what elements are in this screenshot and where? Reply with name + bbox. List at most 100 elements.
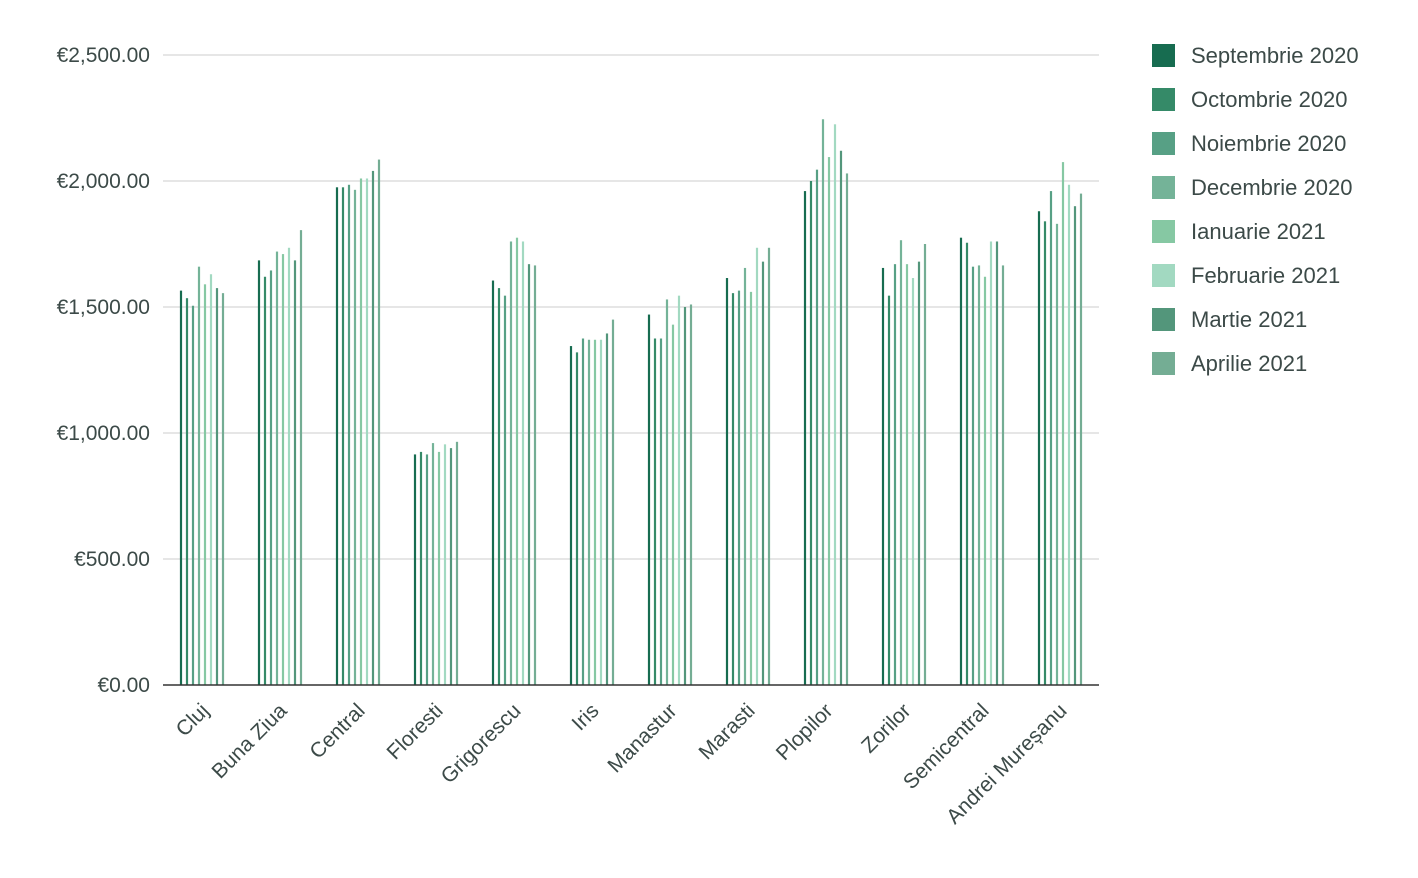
legend-swatch (1152, 308, 1175, 331)
bar-zorilor-3 (899, 240, 903, 685)
legend-label: Aprilie 2021 (1191, 351, 1307, 376)
bar-andrei-mureșanu-4 (1061, 162, 1065, 686)
y-tick-label: €2,000.00 (57, 170, 150, 193)
x-tick-label: Cluj (172, 699, 214, 741)
legend-label: Septembrie 2020 (1191, 43, 1359, 68)
bar-plopilor-1 (809, 181, 813, 685)
bar-floresti-3 (431, 443, 435, 685)
bar-manastur-3 (665, 299, 669, 685)
x-tick-label: Marasti (695, 699, 760, 764)
bar-manastur-4 (671, 324, 675, 685)
bar-zorilor-6 (917, 261, 921, 685)
bar-andrei-mureșanu-5 (1067, 184, 1071, 685)
x-tick-label: Buna Ziua (208, 699, 292, 783)
bar-semicentral-4 (983, 276, 987, 685)
bar-central-7 (377, 159, 381, 685)
bar-buna-ziua-1 (263, 276, 267, 685)
bar-iris-5 (599, 339, 603, 685)
bar-cluj-4 (203, 284, 207, 685)
bar-iris-7 (611, 319, 615, 685)
bar-semicentral-0 (959, 237, 963, 685)
bar-iris-6 (605, 333, 609, 685)
bar-grigorescu-6 (527, 264, 531, 685)
bar-cluj-1 (185, 298, 189, 685)
bar-floresti-6 (449, 448, 453, 685)
bar-manastur-2 (659, 338, 663, 685)
bar-floresti-2 (425, 454, 429, 685)
bar-cluj-2 (191, 305, 195, 685)
bar-semicentral-1 (965, 242, 969, 686)
y-tick-label: €1,000.00 (57, 422, 150, 445)
x-tick-label: Iris (567, 699, 603, 735)
y-tick-label: €0.00 (97, 674, 150, 697)
bar-grigorescu-1 (497, 288, 501, 685)
x-tick-label: Zorilor (857, 699, 915, 757)
bar-marasti-4 (749, 291, 753, 685)
bar-grigorescu-4 (515, 237, 519, 685)
bar-central-5 (365, 178, 369, 686)
x-tick-label: Floresti (383, 699, 448, 764)
bar-central-2 (347, 184, 351, 685)
bar-andrei-mureșanu-3 (1055, 223, 1059, 685)
bar-semicentral-2 (971, 266, 975, 685)
bar-iris-3 (587, 339, 591, 685)
bar-plopilor-5 (833, 124, 837, 686)
bar-iris-1 (575, 352, 579, 685)
bar-zorilor-1 (887, 295, 891, 685)
bar-andrei-mureșanu-2 (1049, 191, 1053, 685)
bar-buna-ziua-0 (257, 260, 261, 685)
bar-iris-4 (593, 339, 597, 685)
bar-grigorescu-2 (503, 295, 507, 685)
bar-floresti-5 (443, 444, 447, 685)
legend-label: Octombrie 2020 (1191, 87, 1348, 112)
legend-swatch (1152, 220, 1175, 243)
bar-grigorescu-5 (521, 241, 525, 686)
bar-marasti-5 (755, 247, 759, 685)
bar-manastur-5 (677, 295, 681, 685)
legend-swatch (1152, 176, 1175, 199)
legend-swatch (1152, 352, 1175, 375)
bar-marasti-2 (737, 290, 741, 685)
bar-zorilor-5 (911, 278, 915, 685)
legend-swatch (1152, 44, 1175, 67)
bar-grigorescu-7 (533, 265, 537, 685)
bar-plopilor-2 (815, 169, 819, 685)
bar-manastur-7 (689, 304, 693, 685)
bar-cluj-6 (215, 288, 219, 685)
bar-floresti-0 (413, 454, 417, 685)
bar-buna-ziua-2 (269, 270, 273, 685)
bar-plopilor-0 (803, 191, 807, 685)
bar-floresti-4 (437, 451, 441, 685)
bar-iris-0 (569, 346, 573, 685)
bar-plopilor-3 (821, 119, 825, 685)
bar-andrei-mureșanu-0 (1037, 211, 1041, 686)
legend-swatch (1152, 264, 1175, 287)
bar-buna-ziua-3 (275, 251, 279, 685)
bar-central-3 (353, 189, 357, 685)
bar-zorilor-2 (893, 264, 897, 685)
legend-label: Noiembrie 2020 (1191, 131, 1346, 156)
bar-grigorescu-3 (509, 241, 513, 686)
bar-marasti-7 (767, 247, 771, 685)
bar-central-1 (341, 187, 345, 686)
bar-buna-ziua-4 (281, 254, 285, 685)
bar-buna-ziua-5 (287, 247, 291, 685)
bar-semicentral-3 (977, 265, 981, 685)
x-tick-label: Central (305, 699, 369, 763)
bar-cluj-0 (179, 290, 183, 685)
bar-semicentral-6 (995, 241, 999, 686)
bar-zorilor-7 (923, 244, 927, 685)
bar-zorilor-4 (905, 264, 909, 685)
bar-cluj-5 (209, 274, 213, 685)
bar-grigorescu-0 (491, 280, 495, 685)
y-tick-label: €500.00 (74, 548, 150, 571)
bar-marasti-6 (761, 261, 765, 685)
x-tick-label: Grigorescu (437, 699, 526, 788)
bar-plopilor-7 (845, 173, 849, 685)
x-tick-label: Plopilor (772, 699, 838, 765)
bar-cluj-7 (221, 293, 225, 685)
x-tick-label: Manastur (603, 699, 681, 777)
legend-label: Ianuarie 2021 (1191, 219, 1326, 244)
bar-floresti-1 (419, 451, 423, 685)
